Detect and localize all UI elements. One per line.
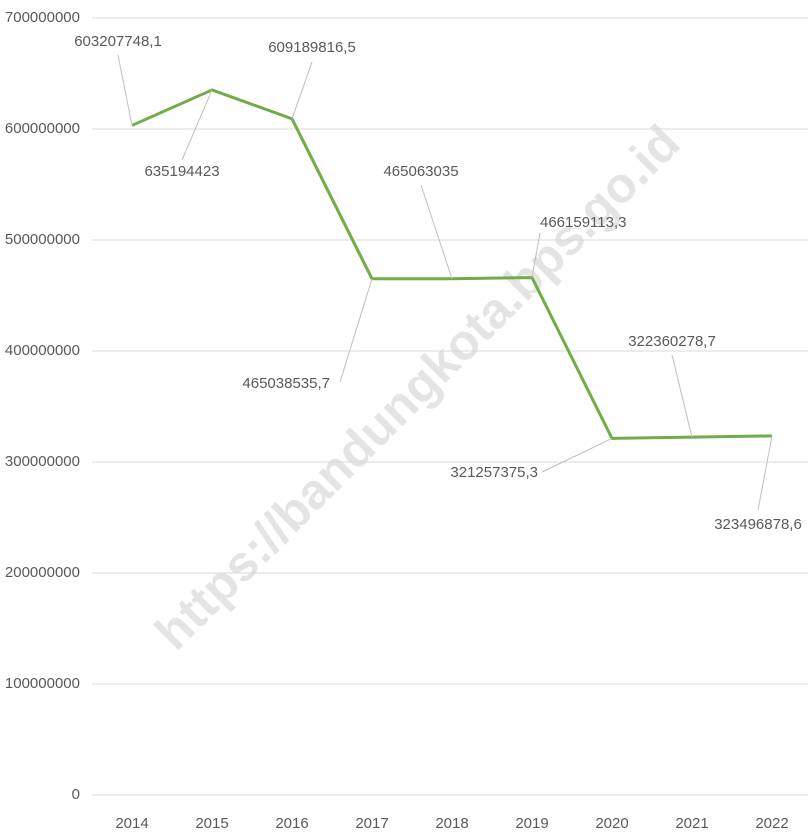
leader-line (117, 54, 133, 126)
leader-line (420, 184, 453, 279)
y-tick-label: 300000000 (5, 453, 80, 470)
leader-line (181, 89, 213, 161)
data-label: 321257375,3 (450, 464, 538, 481)
leader-line (339, 278, 373, 383)
x-tick-label: 2020 (595, 815, 628, 832)
x-tick-label: 2022 (755, 815, 788, 832)
data-label: 603207748,1 (74, 33, 162, 50)
y-tick-label: 500000000 (5, 231, 80, 248)
y-tick-label: 400000000 (5, 342, 80, 359)
leader-line (757, 435, 773, 511)
x-tick-label: 2014 (115, 815, 148, 832)
leader-line (671, 354, 693, 438)
data-label: 323496878,6 (714, 516, 802, 533)
leader-line (541, 437, 613, 473)
y-tick-label: 100000000 (5, 675, 80, 692)
data-label: 465038535,7 (242, 375, 330, 392)
y-tick-label: 0 (72, 786, 80, 803)
data-label: 466159113,3 (540, 214, 626, 231)
x-tick-label: 2016 (275, 815, 308, 832)
x-tick-label: 2021 (675, 815, 708, 832)
leader-line (531, 232, 541, 278)
y-tick-label: 200000000 (5, 564, 80, 581)
leader-line (291, 61, 313, 119)
data-label: 465063035 (383, 163, 458, 180)
y-tick-label: 600000000 (5, 120, 80, 137)
x-tick-label: 2018 (435, 815, 468, 832)
data-label: 322360278,7 (628, 333, 716, 350)
data-label: 635194423 (144, 163, 219, 180)
y-tick-label: 700000000 (5, 9, 80, 26)
x-tick-label: 2017 (355, 815, 388, 832)
x-tick-label: 2019 (515, 815, 548, 832)
x-tick-label: 2015 (195, 815, 228, 832)
watermark: https://bandungkota.bps.go.id (144, 114, 690, 660)
data-label: 609189816,5 (268, 39, 356, 56)
